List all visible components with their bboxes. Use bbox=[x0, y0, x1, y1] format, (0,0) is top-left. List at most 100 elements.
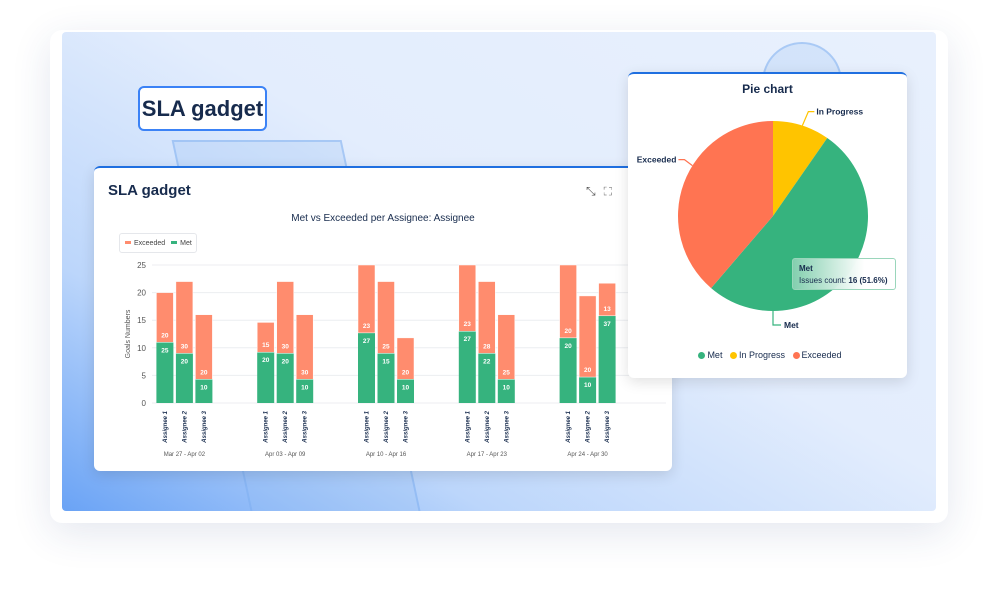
exceeded-data-label: 20 bbox=[402, 369, 410, 376]
y-tick-label: 5 bbox=[142, 371, 147, 380]
bar-exceeded[interactable] bbox=[458, 264, 477, 332]
met-data-label: 37 bbox=[603, 321, 611, 328]
exceeded-data-label: 23 bbox=[363, 323, 371, 330]
exceeded-data-label: 20 bbox=[564, 328, 572, 335]
fullscreen-icon[interactable]: ⛶ bbox=[603, 184, 620, 198]
bar-met[interactable] bbox=[478, 353, 496, 403]
met-data-label: 10 bbox=[503, 384, 511, 391]
group-label: Apr 24 - Apr 30 bbox=[567, 452, 608, 458]
bar-exceeded[interactable] bbox=[578, 295, 597, 378]
x-tick-label: Assignee 3 bbox=[303, 410, 309, 443]
bar-exceeded[interactable] bbox=[478, 281, 496, 354]
bar-met[interactable] bbox=[598, 315, 616, 403]
bar-met[interactable] bbox=[579, 377, 597, 403]
y-tick-label: 15 bbox=[137, 316, 146, 325]
x-tick-label: Assignee 2 bbox=[485, 410, 491, 443]
bar-exceeded[interactable] bbox=[497, 314, 516, 380]
bar-exceeded[interactable] bbox=[276, 281, 294, 354]
x-tick-label: Assignee 2 bbox=[586, 410, 592, 443]
sla-gadget-card: SLA gadget ⤡⛶ Met vs Exceeded per Assign… bbox=[94, 166, 672, 471]
bar-met[interactable] bbox=[377, 353, 395, 403]
bar-met[interactable] bbox=[175, 353, 193, 403]
y-axis-label: Goals Numbers bbox=[125, 309, 132, 358]
exceeded-data-label: 30 bbox=[181, 343, 189, 350]
met-data-label: 10 bbox=[584, 382, 592, 389]
x-tick-label: Assignee 1 bbox=[264, 410, 270, 443]
x-tick-label: Assignee 3 bbox=[202, 410, 208, 443]
exceeded-data-label: 23 bbox=[464, 321, 472, 328]
group-label: Apr 17 - Apr 23 bbox=[467, 452, 508, 458]
met-data-label: 27 bbox=[464, 336, 472, 343]
pie-chart: In Progress Met Exceeded bbox=[637, 107, 868, 330]
met-data-label: 20 bbox=[262, 357, 270, 364]
bar-exceeded[interactable] bbox=[256, 322, 275, 353]
pie-slice-in-progress[interactable] bbox=[773, 121, 828, 216]
bar-met[interactable] bbox=[195, 379, 213, 403]
met-data-label: 10 bbox=[301, 384, 309, 391]
pie-legend: Met In Progress Exceeded bbox=[628, 350, 907, 360]
exceeded-data-label: 28 bbox=[483, 343, 491, 350]
x-tick-label: Assignee 2 bbox=[182, 410, 188, 443]
bar-met[interactable] bbox=[397, 379, 414, 403]
bar-met[interactable] bbox=[276, 353, 294, 403]
y-tick-label: 0 bbox=[142, 399, 147, 408]
bar-met[interactable] bbox=[497, 379, 515, 403]
met-data-label: 20 bbox=[282, 358, 290, 365]
bar-met[interactable] bbox=[296, 379, 314, 403]
bar-met[interactable] bbox=[156, 342, 174, 403]
pie-chart-card: Pie chart In Progress Met Exceeded Met Iss… bbox=[628, 72, 907, 378]
legend-met[interactable]: Met bbox=[171, 240, 192, 247]
legend-exceeded[interactable]: Exceeded bbox=[125, 240, 165, 247]
exceeded-data-label: 20 bbox=[200, 369, 208, 376]
pie-label-line bbox=[801, 111, 815, 126]
met-data-label: 15 bbox=[382, 358, 390, 365]
chart-title: Met vs Exceeded per Assignee: Assignee bbox=[291, 213, 475, 224]
pie-slice-exceeded[interactable] bbox=[678, 121, 773, 289]
exceeded-data-label: 25 bbox=[382, 343, 390, 350]
x-tick-label: Assignee 1 bbox=[566, 410, 572, 443]
bar-chart: 0 5 10 15 20 25 Goals Numbers 25 20 Assignee 1 20 3… bbox=[125, 261, 666, 458]
bar-exceeded[interactable] bbox=[396, 337, 415, 380]
exceeded-data-label: 15 bbox=[262, 342, 270, 349]
bar-met[interactable] bbox=[358, 332, 375, 403]
met-data-label: 10 bbox=[200, 384, 208, 391]
bar-exceeded[interactable] bbox=[377, 281, 395, 354]
x-tick-label: Assignee 3 bbox=[404, 410, 410, 443]
pie-slice-label: Met bbox=[784, 320, 799, 330]
met-data-label: 27 bbox=[363, 338, 371, 345]
bar-exceeded[interactable] bbox=[175, 281, 194, 354]
bar-exceeded[interactable] bbox=[559, 264, 577, 339]
met-data-label: 10 bbox=[402, 384, 410, 391]
pie-legend-in-progress[interactable]: In Progress bbox=[725, 350, 785, 360]
exceeded-data-label: 30 bbox=[282, 343, 290, 350]
bar-exceeded[interactable] bbox=[295, 314, 314, 380]
y-tick-label: 25 bbox=[137, 261, 146, 270]
bar-exceeded[interactable] bbox=[195, 314, 213, 380]
y-tick-label: 10 bbox=[137, 344, 146, 353]
x-tick-label: Assignee 3 bbox=[605, 410, 611, 443]
bar-legend: Exceeded Met bbox=[119, 233, 197, 253]
exceeded-data-label: 25 bbox=[503, 369, 511, 376]
group-label: Mar 27 - Apr 02 bbox=[164, 452, 206, 458]
x-tick-label: Assignee 1 bbox=[465, 410, 471, 443]
pie-slice-label: Exceeded bbox=[637, 155, 677, 165]
x-tick-label: Assignee 3 bbox=[504, 410, 510, 443]
minimize-icon[interactable]: ⤡ bbox=[585, 184, 604, 198]
x-tick-label: Assignee 1 bbox=[163, 410, 169, 443]
pie-legend-exceeded[interactable]: Exceeded bbox=[788, 350, 842, 360]
met-data-label: 22 bbox=[483, 358, 491, 365]
bar-exceeded[interactable] bbox=[598, 282, 616, 317]
sla-gadget-label: SLA gadget bbox=[138, 86, 267, 131]
x-tick-label: Assignee 1 bbox=[365, 410, 371, 443]
bar-met[interactable] bbox=[458, 331, 476, 403]
bar-met[interactable] bbox=[257, 352, 275, 403]
bar-exceeded[interactable] bbox=[156, 292, 174, 343]
pie-slice-label: In Progress bbox=[816, 107, 863, 117]
bar-met[interactable] bbox=[559, 337, 577, 403]
pie-legend-met[interactable]: Met bbox=[693, 350, 722, 360]
bar-exceeded[interactable] bbox=[357, 264, 376, 334]
pie-title: Pie chart bbox=[742, 82, 793, 96]
gadget-title: SLA gadget bbox=[108, 182, 191, 199]
x-tick-label: Assignee 2 bbox=[283, 410, 289, 443]
met-data-label: 20 bbox=[181, 358, 189, 365]
